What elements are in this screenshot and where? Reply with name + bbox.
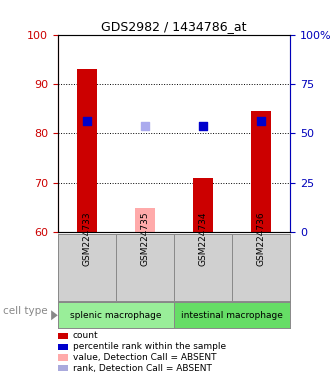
Bar	[58, 333, 68, 339]
Text: GSM224733: GSM224733	[82, 212, 91, 266]
Bar	[58, 365, 68, 371]
Bar	[251, 111, 272, 232]
Text: rank, Detection Call = ABSENT: rank, Detection Call = ABSENT	[73, 364, 212, 373]
Bar	[77, 69, 97, 232]
Bar	[193, 178, 213, 232]
Bar	[135, 208, 155, 232]
Bar	[58, 302, 174, 328]
Point	[259, 118, 264, 124]
Point	[142, 123, 148, 129]
Text: count: count	[73, 331, 98, 341]
Point	[201, 123, 206, 129]
Polygon shape	[51, 310, 58, 320]
Text: value, Detection Call = ABSENT: value, Detection Call = ABSENT	[73, 353, 216, 362]
Text: GSM224734: GSM224734	[199, 212, 208, 266]
Text: intestinal macrophage: intestinal macrophage	[181, 311, 283, 320]
Text: percentile rank within the sample: percentile rank within the sample	[73, 342, 226, 351]
Bar	[58, 354, 68, 361]
Title: GDS2982 / 1434786_at: GDS2982 / 1434786_at	[101, 20, 247, 33]
Text: GSM224736: GSM224736	[257, 212, 266, 266]
Bar	[58, 344, 68, 350]
Text: GSM224735: GSM224735	[141, 212, 149, 266]
Point	[84, 118, 89, 124]
Text: cell type: cell type	[3, 306, 48, 316]
Bar	[174, 302, 290, 328]
Text: splenic macrophage: splenic macrophage	[70, 311, 162, 320]
